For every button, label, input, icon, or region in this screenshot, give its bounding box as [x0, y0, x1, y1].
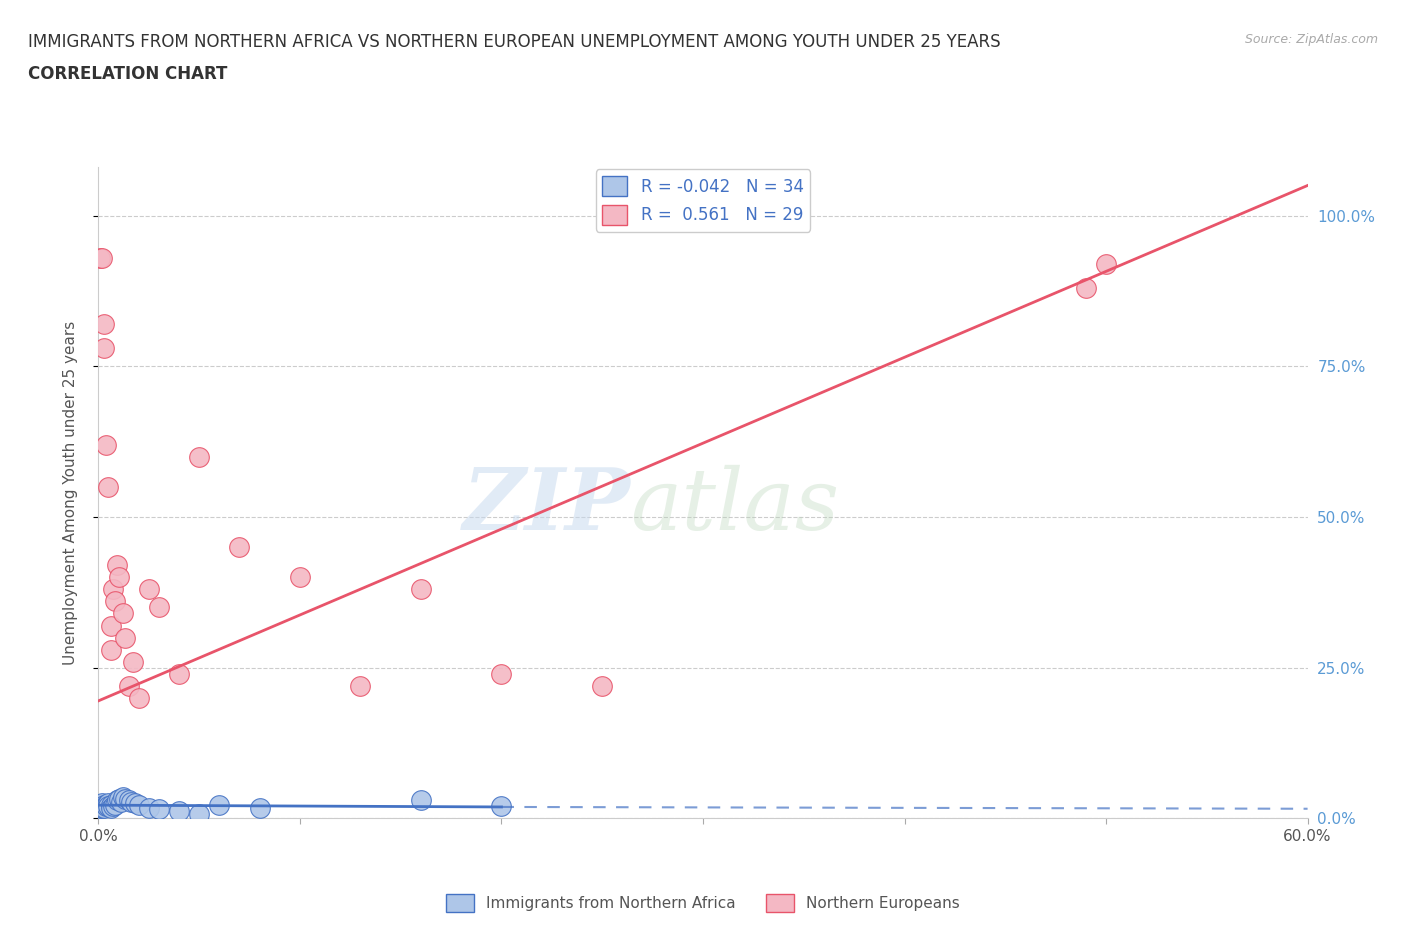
Point: [1095, 257, 1118, 272]
Point: [96, 799, 118, 814]
Point: [491, 666, 513, 681]
Text: IMMIGRANTS FROM NORTHERN AFRICA VS NORTHERN EUROPEAN UNEMPLOYMENT AMONG YOUTH UN: IMMIGRANTS FROM NORTHERN AFRICA VS NORTH…: [28, 33, 1001, 50]
Point: [491, 799, 513, 814]
Point: [103, 798, 125, 813]
Point: [114, 791, 136, 806]
Point: [249, 800, 271, 815]
Point: [188, 449, 211, 464]
Point: [148, 802, 170, 817]
Point: [121, 654, 143, 669]
Point: [96, 437, 118, 452]
Point: [118, 793, 141, 808]
Point: [208, 798, 231, 813]
Point: [118, 678, 141, 693]
Point: [97, 480, 120, 495]
Point: [97, 799, 120, 814]
Point: [138, 582, 160, 597]
Point: [591, 678, 613, 693]
Point: [105, 558, 128, 573]
Point: [409, 582, 432, 597]
Point: [100, 643, 122, 658]
Text: CORRELATION CHART: CORRELATION CHART: [28, 65, 228, 83]
Point: [120, 794, 142, 809]
Point: [167, 804, 190, 818]
Point: [89, 800, 111, 815]
Point: [89, 798, 111, 813]
Point: [138, 800, 160, 815]
Point: [93, 317, 115, 332]
Point: [148, 600, 170, 615]
Y-axis label: Unemployment Among Youth under 25 years: Unemployment Among Youth under 25 years: [63, 321, 77, 665]
Point: [128, 690, 150, 705]
Point: [105, 793, 128, 808]
Legend: R = -0.042   N = 34, R =  0.561   N = 29: R = -0.042 N = 34, R = 0.561 N = 29: [596, 169, 810, 232]
Point: [93, 340, 115, 355]
Point: [91, 799, 114, 814]
Point: [107, 791, 129, 806]
Point: [188, 806, 211, 821]
Point: [89, 799, 111, 814]
Point: [349, 678, 371, 693]
Point: [167, 666, 190, 681]
Point: [111, 606, 134, 621]
Point: [288, 570, 311, 585]
Point: [91, 250, 114, 265]
Point: [101, 799, 124, 814]
Point: [107, 570, 129, 585]
Point: [100, 800, 122, 815]
Point: [228, 539, 250, 554]
Point: [93, 800, 115, 815]
Point: [409, 793, 432, 808]
Point: [97, 796, 120, 811]
Point: [110, 794, 132, 809]
Point: [89, 250, 111, 265]
Point: [101, 582, 124, 597]
Point: [91, 800, 114, 815]
Point: [91, 796, 114, 811]
Point: [100, 798, 122, 813]
Legend: Immigrants from Northern Africa, Northern Europeans: Immigrants from Northern Africa, Norther…: [440, 888, 966, 918]
Point: [124, 796, 146, 811]
Text: ZIP: ZIP: [463, 464, 630, 548]
Point: [1074, 281, 1097, 296]
Point: [114, 631, 136, 645]
Point: [93, 799, 115, 814]
Point: [100, 618, 122, 633]
Point: [93, 798, 115, 813]
Point: [111, 790, 134, 804]
Point: [103, 594, 125, 609]
Text: atlas: atlas: [630, 465, 839, 547]
Point: [128, 798, 150, 813]
Text: Source: ZipAtlas.com: Source: ZipAtlas.com: [1244, 33, 1378, 46]
Point: [96, 798, 118, 813]
